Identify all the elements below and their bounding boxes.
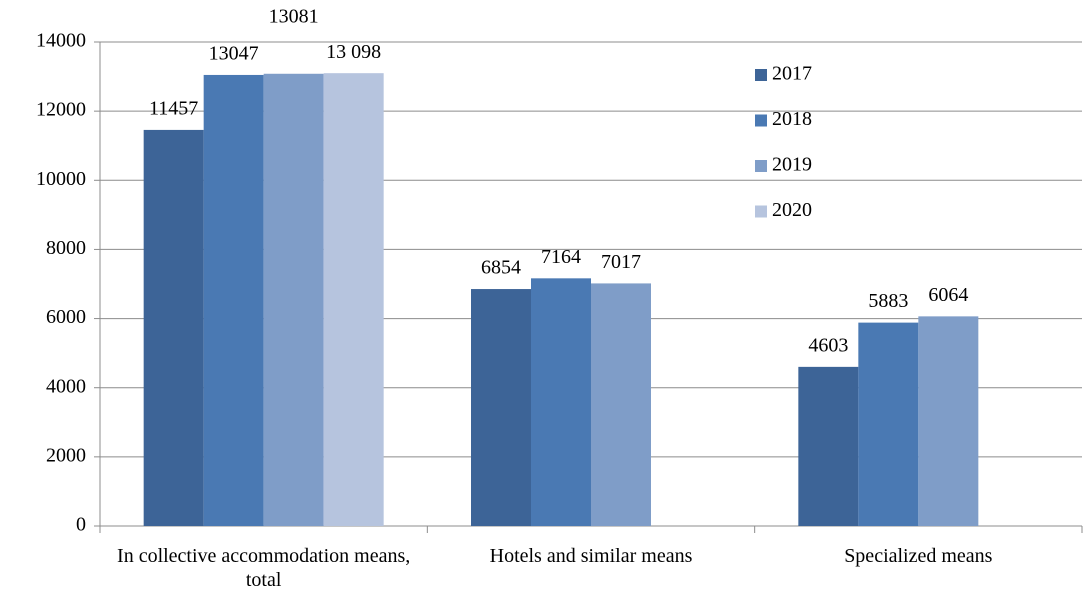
legend-swatch (755, 160, 767, 172)
y-tick-label: 14000 (36, 30, 86, 52)
legend-label: 2017 (772, 63, 812, 85)
x-tick-label: Hotels and similar means (489, 545, 693, 567)
y-tick-label: 6000 (46, 306, 86, 328)
x-tick-label: In collective accommodation means, total (117, 545, 411, 591)
value-label: 6854 (481, 257, 521, 279)
bar (591, 283, 651, 526)
bar (323, 73, 384, 527)
legend-swatch (755, 69, 767, 81)
legend-swatch (755, 114, 767, 127)
value-label: 4603 (808, 334, 848, 356)
bar (798, 366, 859, 526)
y-tick-label: 2000 (46, 444, 86, 466)
legend-label: 2020 (772, 199, 812, 221)
value-label: 6064 (928, 284, 968, 306)
bar (263, 73, 324, 526)
y-tick-label: 10000 (36, 168, 86, 190)
value-label: 11457 (149, 98, 198, 120)
x-tick-label: Specialized means (844, 545, 993, 567)
value-label: 7164 (541, 246, 581, 268)
value-label: 13 098 (326, 41, 381, 63)
y-tick-label: 8000 (46, 237, 86, 259)
bar (471, 289, 531, 526)
bar (858, 322, 919, 526)
value-label: 13047 (209, 43, 259, 65)
bar (531, 278, 591, 526)
y-tick-label: 12000 (36, 99, 86, 121)
y-tick-label: 4000 (46, 375, 86, 397)
value-label: 5883 (868, 290, 908, 312)
y-tick-label: 0 (76, 514, 86, 536)
bar (203, 74, 264, 527)
value-label: 13081 (269, 5, 319, 27)
value-label: 7017 (601, 251, 641, 273)
legend-swatch (755, 205, 767, 218)
legend-label: 2018 (772, 108, 812, 130)
bar (143, 129, 204, 526)
legend-label: 2019 (772, 154, 812, 176)
bar (918, 316, 979, 526)
